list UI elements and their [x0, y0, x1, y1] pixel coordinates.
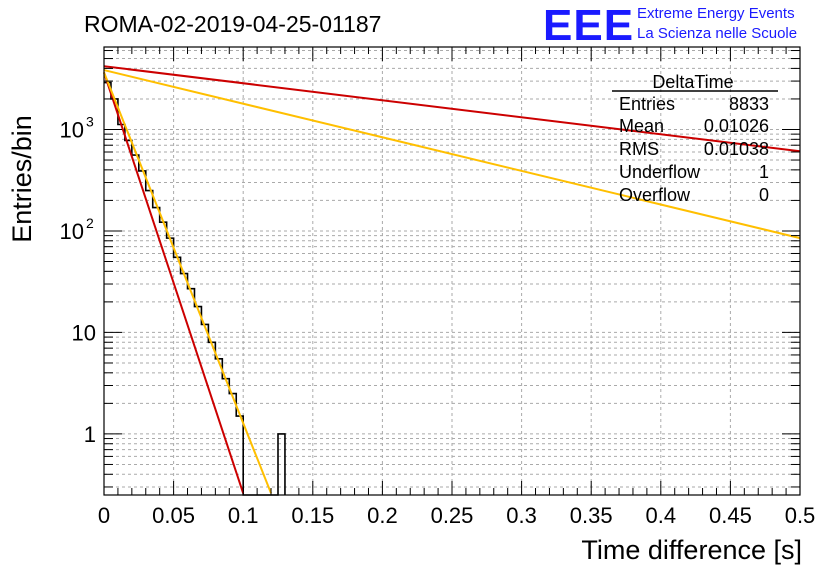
y-axis-title: Entries/bin [7, 115, 37, 243]
logo-line-1: Extreme Energy Events [637, 5, 795, 22]
run-title: ROMA-02-2019-04-25-01187 [84, 11, 381, 37]
logo-mark: EEE [543, 1, 634, 50]
x-tick-label: 0 [98, 503, 110, 528]
fit-curve-1 [103, 72, 245, 494]
stats-name: DeltaTime [652, 72, 733, 92]
x-tick-label: 0.4 [646, 503, 677, 528]
x-axis-title: Time difference [s] [581, 535, 802, 565]
x-tick-label: 0.2 [367, 503, 398, 528]
y-tick-exponent: 3 [86, 113, 94, 129]
stats-value-overflow: 0 [759, 185, 769, 205]
eee-logo: EEE Extreme Energy Events La Scienza nel… [543, 1, 797, 50]
stats-label-entries: Entries [619, 94, 675, 114]
fit-curve-2 [103, 72, 272, 494]
x-tick-label: 0.15 [291, 503, 334, 528]
axis-ticks: 0 0.05 0.1 0.15 0.2 0.25 0.3 0.35 0.4 0.45 0.51101… [60, 47, 816, 528]
x-tick-label: 0.5 [785, 503, 816, 528]
x-tick-label: 0.25 [431, 503, 474, 528]
y-tick-label: 10 [60, 117, 84, 142]
y-tick-label: 10 [60, 219, 84, 244]
x-tick-label: 0.3 [506, 503, 537, 528]
stats-value-underflow: 1 [759, 162, 769, 182]
stats-value-mean: 0.01026 [704, 116, 769, 136]
x-tick-label: 0.45 [709, 503, 752, 528]
stats-box: DeltaTime Entries 8833 Mean 0.01026 RMS … [612, 72, 778, 205]
x-tick-label: 0.35 [570, 503, 613, 528]
stats-value-entries: 8833 [729, 94, 769, 114]
fit-curve-3 [103, 65, 801, 153]
stats-label-underflow: Underflow [619, 162, 701, 182]
y-tick-label: 1 [84, 422, 96, 447]
stats-label-rms: RMS [619, 139, 659, 159]
fit-curve-4 [103, 69, 801, 240]
y-tick-exponent: 2 [86, 215, 94, 231]
logo-line-2: La Scienza nelle Scuole [637, 25, 797, 42]
stats-label-overflow: Overflow [619, 185, 691, 205]
x-tick-label: 0.1 [228, 503, 259, 528]
stats-value-rms: 0.01038 [704, 139, 769, 159]
stats-label-mean: Mean [619, 116, 664, 136]
fit-curves [103, 65, 801, 494]
x-tick-label: 0.05 [152, 503, 195, 528]
y-tick-label: 10 [72, 320, 96, 345]
